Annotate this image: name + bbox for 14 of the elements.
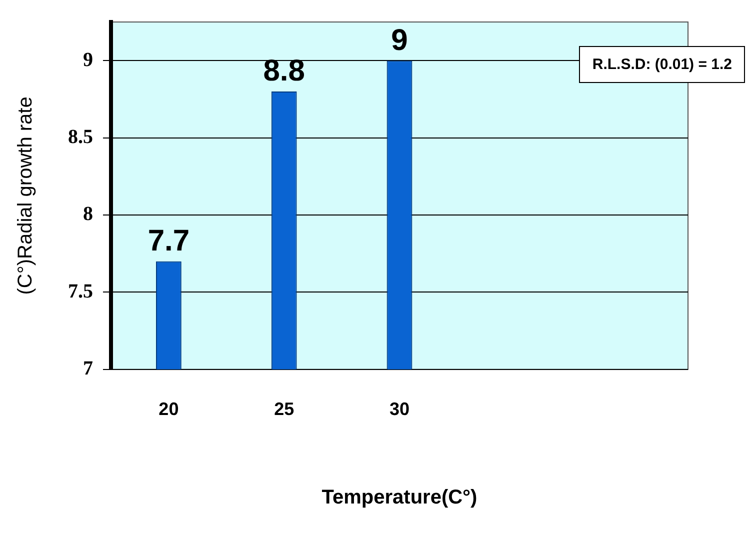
y-axis-title: (C°)Radial growth rate [14, 96, 37, 295]
data-label: 8.8 [263, 54, 305, 88]
data-label: 9 [391, 24, 408, 57]
x-tick-label: 30 [389, 399, 410, 420]
y-tick-label: 9 [83, 48, 93, 71]
y-tick-label: 8 [83, 203, 93, 226]
y-tick-label: 7 [83, 358, 93, 380]
x-tick-label: 20 [158, 399, 179, 420]
data-label: 7.7 [148, 224, 190, 258]
x-tick-label: 25 [274, 399, 294, 420]
x-axis-title: Temperature(C°) [322, 486, 478, 509]
annotation: R.L.S.D: (0.01) = 1.2 [579, 46, 745, 83]
y-tick-label: 8.5 [68, 126, 93, 148]
y-tick-label: 7.5 [68, 280, 93, 302]
